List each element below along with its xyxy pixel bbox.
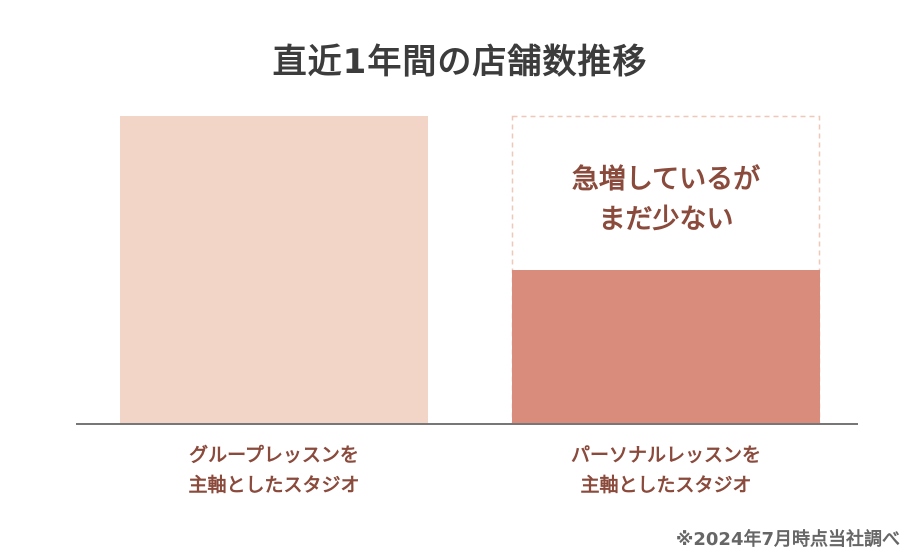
category-label-personal-line-1: パーソナルレッスンを — [570, 444, 761, 466]
annotation-line-1: 急増しているが — [571, 164, 761, 195]
category-label-group-line-2: 主軸としたスタジオ — [188, 474, 360, 496]
chart-title: 直近1年間の店舗数推移 — [272, 42, 648, 82]
bar-group-lessons — [120, 116, 428, 424]
category-label-group: グループレッスンを 主軸としたスタジオ — [120, 440, 428, 500]
category-label-personal: パーソナルレッスンを 主軸としたスタジオ — [512, 440, 820, 500]
bar-annotation: 急増しているが まだ少ない — [512, 160, 820, 240]
bar-personal-lessons — [512, 270, 820, 424]
category-label-group-line-1: グループレッスンを — [189, 444, 359, 466]
footnote: ※2024年7月時点当社調べ — [675, 529, 900, 550]
category-label-personal-line-2: 主軸としたスタジオ — [580, 474, 752, 496]
annotation-line-2: まだ少ない — [598, 204, 734, 235]
